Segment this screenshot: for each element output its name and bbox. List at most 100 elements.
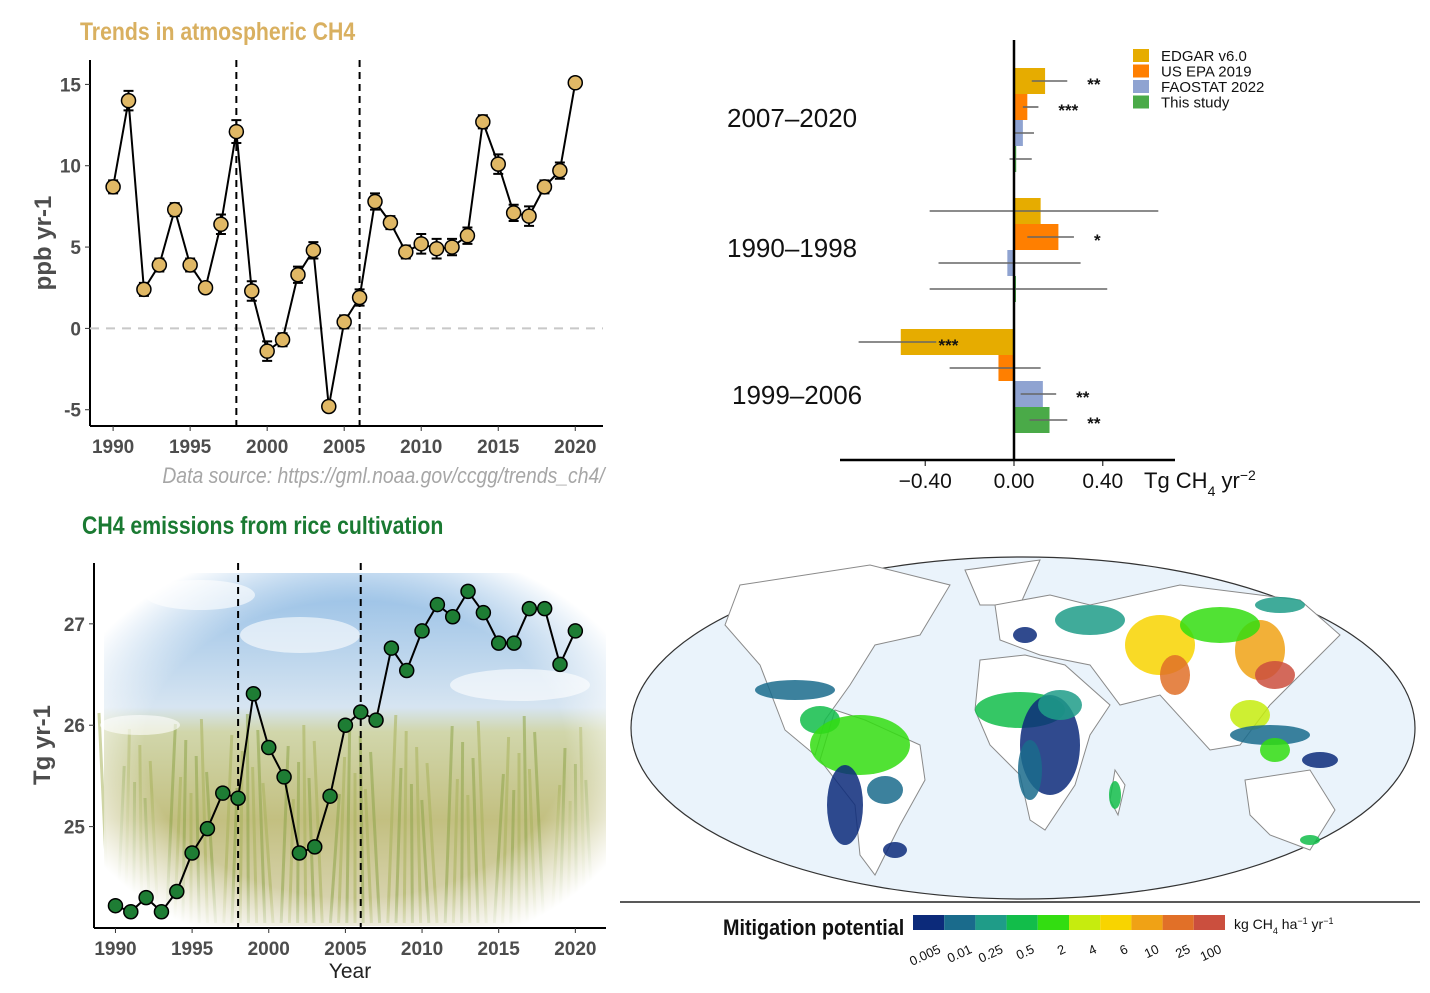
data-point bbox=[230, 790, 246, 806]
x-tick-label: 2015 bbox=[477, 437, 520, 458]
chart-c-title: CH4 emissions from rice cultivation bbox=[82, 512, 443, 541]
x-tick-label: 1995 bbox=[171, 939, 214, 960]
data-point bbox=[261, 739, 277, 756]
colorbar-swatch bbox=[944, 915, 976, 930]
colorbar-title: Mitigation potential bbox=[723, 916, 904, 940]
data-point bbox=[337, 717, 354, 733]
y-tick-label: 27 bbox=[64, 615, 85, 636]
chart-c-svg: 25 26 27 1990 1995 2000 2005 2010 2015 2020 Year bbox=[64, 563, 606, 983]
x-tick-label: 2005 bbox=[323, 437, 366, 458]
group-label: 1990–1998 bbox=[727, 233, 857, 263]
colorbar-unit: kg CH4 ha−1 yr−1 bbox=[1234, 916, 1333, 936]
colorbar-swatch bbox=[975, 915, 1007, 930]
data-point bbox=[259, 343, 275, 359]
data-point bbox=[351, 289, 368, 306]
colorbar-swatch bbox=[1162, 915, 1194, 930]
data-point bbox=[398, 662, 415, 679]
mitigation-region bbox=[1260, 738, 1290, 762]
mitigation-region bbox=[1230, 725, 1310, 745]
mitigation-region bbox=[755, 680, 835, 700]
data-point bbox=[460, 583, 476, 600]
x-tick-label: 2000 bbox=[248, 939, 290, 960]
mitigation-region bbox=[1300, 835, 1320, 845]
data-point bbox=[244, 283, 260, 299]
x-tick-label: 1995 bbox=[169, 437, 212, 458]
data-point bbox=[120, 92, 137, 109]
data-point bbox=[136, 281, 152, 298]
colorbar-tick-label: 100 bbox=[1198, 941, 1224, 964]
legend-label: US EPA 2019 bbox=[1161, 64, 1252, 81]
data-point bbox=[567, 623, 584, 639]
significance-label: ** bbox=[1087, 414, 1101, 433]
significance-label: ** bbox=[1087, 75, 1101, 94]
colorbar-tick-label: 4 bbox=[1086, 941, 1099, 958]
data-line bbox=[112, 82, 577, 407]
x-tick-label: −0.40 bbox=[899, 470, 952, 493]
colorbar-tick-label: 25 bbox=[1173, 941, 1192, 961]
data-source-note: Data source: https://gml.noaa.gov/ccgg/t… bbox=[162, 463, 605, 488]
data-point bbox=[475, 114, 491, 130]
x-tick-label: 2000 bbox=[246, 437, 288, 458]
data-point bbox=[321, 398, 337, 415]
colorbar-tick-label: 0.005 bbox=[907, 941, 943, 968]
chart-c-title-text: CH4 emissions from rice cultivation bbox=[82, 512, 444, 540]
y-tick-label: 26 bbox=[64, 716, 85, 737]
chart-a-svg: -5 0 5 10 15 1990 1995 2000 2005 2010 2015 2020 bbox=[60, 60, 603, 458]
mitigation-region bbox=[1055, 605, 1125, 635]
mitigation-region bbox=[1255, 661, 1295, 689]
significance-label: *** bbox=[939, 336, 959, 355]
group-label: 2007–2020 bbox=[727, 103, 857, 133]
bar bbox=[1014, 94, 1028, 120]
colorbar-tick-label: 2 bbox=[1055, 941, 1068, 958]
legend-swatch bbox=[1133, 95, 1149, 109]
data-point bbox=[352, 704, 369, 720]
x-tick-label: 2015 bbox=[478, 939, 521, 960]
colorbar-tick-label: 0.25 bbox=[976, 941, 1005, 965]
chart-b-svg: 2007–2020*****1990–1998 *1999–2006*******… bbox=[727, 40, 1264, 499]
mitigation-region bbox=[1018, 740, 1042, 800]
colorbar-swatch bbox=[1193, 915, 1225, 930]
x-axis-label: Year bbox=[329, 960, 371, 983]
mitigation-region bbox=[1230, 700, 1270, 730]
colorbar-swatch bbox=[913, 915, 945, 930]
data-point bbox=[444, 239, 460, 255]
mitigation-region bbox=[1160, 655, 1190, 695]
x-tick-label: 2020 bbox=[554, 939, 596, 960]
data-point bbox=[382, 214, 399, 231]
colorbar-tick-label: 0.5 bbox=[1014, 941, 1037, 962]
data-point bbox=[505, 205, 522, 221]
group-label: 1999–2006 bbox=[732, 380, 862, 410]
data-point bbox=[398, 244, 414, 260]
data-point bbox=[521, 208, 537, 224]
colorbar-swatch bbox=[1100, 915, 1132, 930]
data-point bbox=[276, 769, 292, 785]
data-point bbox=[151, 257, 168, 273]
chart-a-y-axis-label: ppb yr-1 bbox=[30, 195, 57, 291]
data-point bbox=[197, 279, 214, 296]
y-tick-label: 10 bbox=[60, 157, 81, 178]
data-point bbox=[306, 839, 323, 855]
significance-label: *** bbox=[1058, 101, 1078, 120]
data-point bbox=[245, 686, 262, 702]
colorbar-swatch bbox=[1006, 915, 1038, 930]
data-point bbox=[169, 883, 185, 900]
legend-swatch bbox=[1133, 80, 1149, 93]
data-point bbox=[428, 240, 445, 257]
data-point bbox=[490, 635, 507, 651]
colorbar-tick-label: 0.01 bbox=[945, 941, 974, 965]
mitigation-region bbox=[1038, 690, 1082, 720]
data-point bbox=[383, 640, 400, 656]
data-point bbox=[414, 623, 430, 639]
data-point bbox=[336, 314, 352, 330]
data-point bbox=[215, 785, 231, 801]
chart-a-title: Trends in atmospheric CH4 bbox=[80, 18, 355, 47]
y-tick-label: 0 bbox=[70, 319, 81, 340]
data-point bbox=[305, 242, 322, 259]
land-mass bbox=[724, 564, 951, 756]
significance-label: * bbox=[1094, 231, 1101, 250]
data-point bbox=[290, 266, 306, 283]
colorbar-swatch bbox=[1069, 915, 1101, 930]
chart-c-y-axis-label: Tg yr-1 bbox=[29, 704, 56, 786]
significance-label: ** bbox=[1076, 388, 1090, 407]
